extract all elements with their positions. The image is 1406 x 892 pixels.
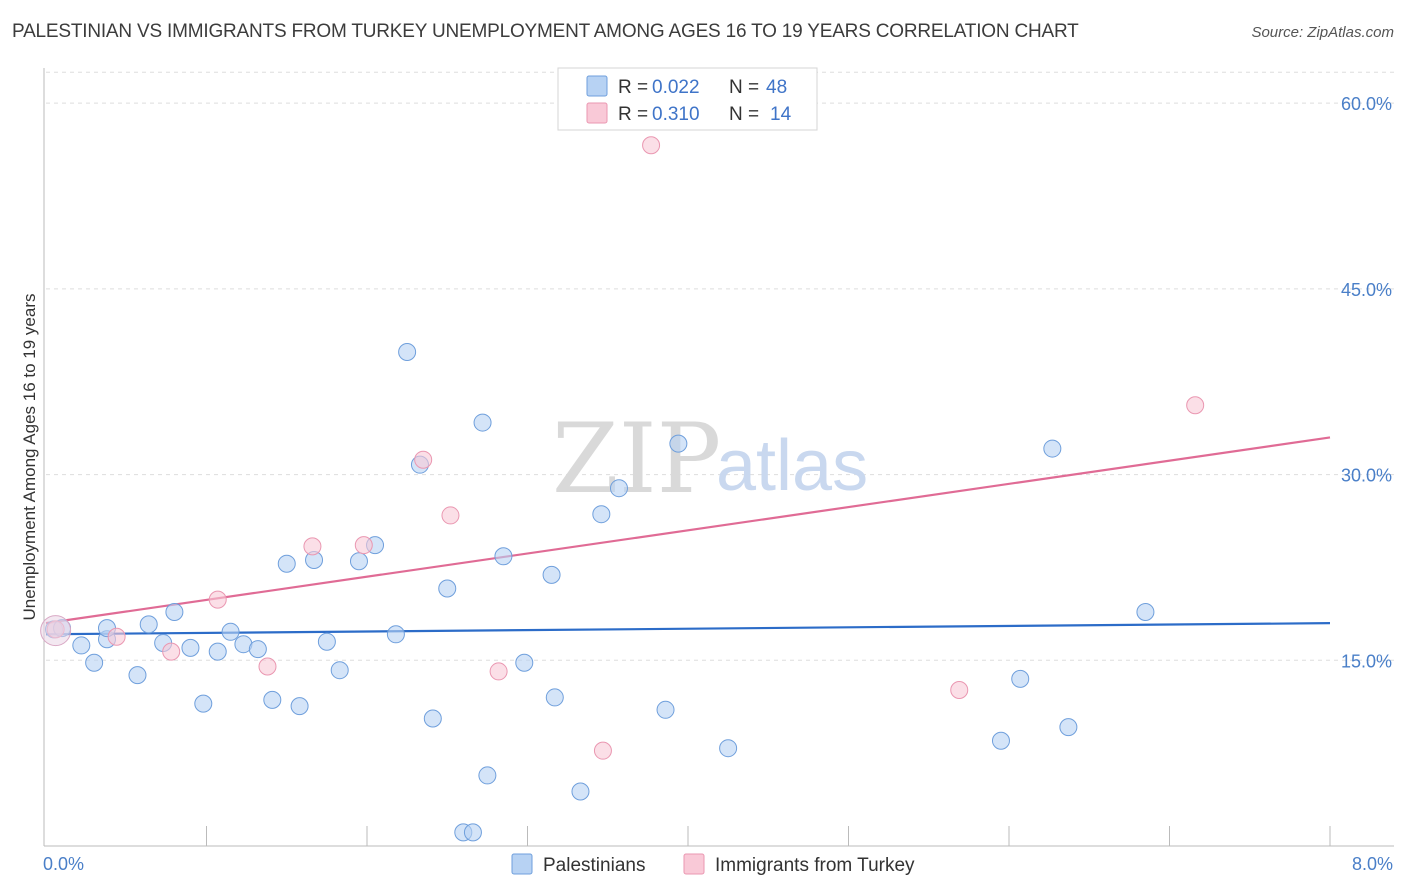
point-s0-25	[399, 344, 416, 361]
point-s1-10	[594, 742, 611, 759]
point-s0-40	[657, 701, 674, 718]
point-s1-2	[163, 643, 180, 660]
point-s0-47	[1137, 604, 1154, 621]
gridlines	[46, 72, 1394, 660]
point-s1-11	[643, 137, 660, 154]
point-s0-46	[1060, 719, 1077, 736]
point-s0-3	[86, 654, 103, 671]
point-s1-1	[108, 628, 125, 645]
point-s0-13	[222, 623, 239, 640]
legend-r-value-1: 0.022	[652, 77, 700, 98]
point-s0-30	[464, 824, 481, 841]
series-label-palestinians: Palestinians	[543, 855, 645, 876]
legend-n-label-1: N =	[729, 77, 759, 98]
point-s0-24	[387, 626, 404, 643]
series-swatch-immigrants-turkey	[684, 854, 704, 874]
watermark: ZIP atlas	[552, 403, 868, 515]
point-s0-20	[318, 633, 335, 650]
point-s0-42	[720, 740, 737, 757]
point-s1-13	[1187, 397, 1204, 414]
point-s1-7	[415, 451, 432, 468]
y-axis-tick-labels: 15.0% 30.0% 45.0% 60.0%	[1341, 94, 1392, 671]
legend-swatch-palestinians	[587, 76, 607, 96]
x-tick-label-0: 0.0%	[43, 854, 84, 874]
series-label-immigrants-turkey: Immigrants from Turkey	[715, 855, 915, 876]
point-s1-12	[951, 682, 968, 699]
point-s1-5	[304, 538, 321, 555]
point-s1-6	[355, 537, 372, 554]
y-tick-label-2: 45.0%	[1341, 280, 1392, 300]
point-s0-22	[350, 553, 367, 570]
watermark-atlas: atlas	[716, 426, 868, 506]
point-s0-43	[992, 732, 1009, 749]
point-s0-32	[479, 767, 496, 784]
point-s0-31	[474, 414, 491, 431]
point-s0-10	[182, 639, 199, 656]
point-s0-11	[195, 695, 212, 712]
legend-n-label-2: N =	[729, 104, 759, 125]
point-s0-36	[546, 689, 563, 706]
legend-r-label-1: R =	[618, 77, 648, 98]
scatter-chart: ZIP atlas 15.0%30.0%45.0%60.0% 0.0% 8.0% …	[0, 0, 1406, 892]
point-s0-41	[670, 435, 687, 452]
point-s0-9	[166, 604, 183, 621]
point-s0-15	[249, 641, 266, 658]
legend-r-value-2: 0.310	[652, 104, 700, 125]
point-s0-37	[572, 783, 589, 800]
point-s0-18	[291, 698, 308, 715]
y-tick-label-0: 15.0%	[1341, 651, 1392, 671]
point-s1-3	[209, 591, 226, 608]
point-s0-27	[424, 710, 441, 727]
point-s0-33	[495, 548, 512, 565]
legend-r-label-2: R =	[618, 104, 648, 125]
point-s1-8	[442, 507, 459, 524]
point-s1-9	[490, 663, 507, 680]
legend-n-value-1: 48	[766, 77, 787, 98]
point-s0-12	[209, 643, 226, 660]
y-axis-label: Unemployment Among Ages 16 to 19 years	[20, 294, 39, 621]
point-cluster-origin	[41, 616, 71, 646]
point-s0-21	[331, 662, 348, 679]
point-s0-28	[439, 580, 456, 597]
data-points	[41, 137, 1204, 841]
point-s0-7	[140, 616, 157, 633]
point-s0-2	[73, 637, 90, 654]
point-s0-39	[610, 480, 627, 497]
point-s0-6	[129, 667, 146, 684]
legend-swatch-immigrants-turkey	[587, 103, 607, 123]
x-tick-label-1: 8.0%	[1352, 854, 1393, 874]
x-axis-ticks	[207, 826, 1331, 846]
point-s0-17	[278, 555, 295, 572]
y-tick-label-1: 30.0%	[1341, 466, 1392, 486]
point-s1-4	[259, 658, 276, 675]
watermark-zip: ZIP	[552, 403, 721, 515]
legend-n-value-2: 14	[770, 104, 792, 125]
y-tick-label-3: 60.0%	[1341, 94, 1392, 114]
point-s0-34	[516, 654, 533, 671]
series-legend: Palestinians Immigrants from Turkey	[512, 854, 915, 876]
point-s0-44	[1012, 670, 1029, 687]
point-s0-35	[543, 566, 560, 583]
point-s0-16	[264, 691, 281, 708]
series-swatch-palestinians	[512, 854, 532, 874]
point-s0-38	[593, 506, 610, 523]
correlation-legend: R = 0.022 N = 48 R = 0.310 N = 14	[558, 68, 817, 130]
point-s0-45	[1044, 440, 1061, 457]
